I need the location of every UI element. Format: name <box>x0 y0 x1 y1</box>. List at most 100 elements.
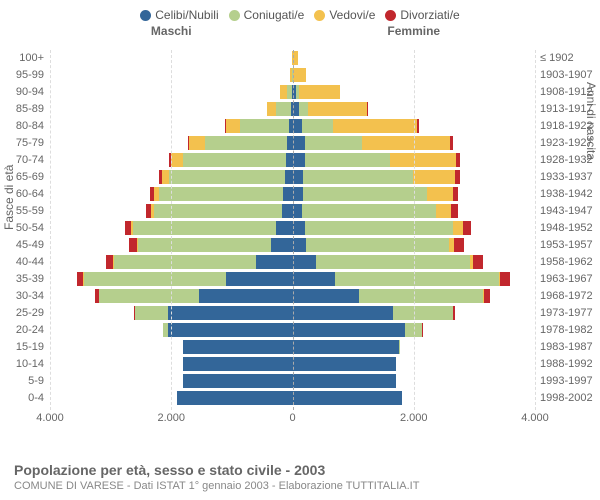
bar-segment-female <box>463 221 471 235</box>
bar-segment-male <box>267 102 276 116</box>
bar-segment-male <box>183 357 292 371</box>
age-label: 75-79 <box>0 135 48 151</box>
bar-segment-male <box>168 306 292 320</box>
x-tick-label: 2.000 <box>400 412 428 424</box>
bar-segment-male <box>131 221 133 235</box>
bar-segment-female <box>299 85 340 99</box>
bar-segment-female <box>453 306 455 320</box>
bar-segment-female <box>500 272 509 286</box>
bar-segment-female <box>393 306 454 320</box>
bar-segment-male <box>106 255 113 269</box>
pyramid-chart: Celibi/NubiliConiugati/eVedovi/eDivorzia… <box>0 0 600 500</box>
bar-segment-male <box>189 136 205 150</box>
bar-segment-male <box>163 323 168 337</box>
bar-segment-male <box>135 306 168 320</box>
bar-segment-male <box>159 187 283 201</box>
y-axis-right-title: Anni di nascita <box>584 82 598 160</box>
legend-swatch <box>229 10 240 21</box>
age-label: 0-4 <box>0 390 48 406</box>
gender-headers: Maschi Femmine <box>0 24 600 38</box>
birth-label: 1958-1962 <box>538 254 600 270</box>
age-label: 85-89 <box>0 101 48 117</box>
gridline <box>171 50 172 410</box>
legend-item: Vedovi/e <box>314 8 375 22</box>
bar-segment-male <box>138 238 271 252</box>
age-label: 35-39 <box>0 271 48 287</box>
bar-segment-male <box>162 170 169 184</box>
legend-item: Divorziati/e <box>385 8 459 22</box>
birth-label: 1903-1907 <box>538 67 600 83</box>
bar-segment-female <box>293 68 306 82</box>
y-axis-left-title: Fasce di età <box>2 165 16 230</box>
bar-segment-male <box>134 306 135 320</box>
bar-segment-male <box>137 238 138 252</box>
bar-segment-female <box>305 136 363 150</box>
bar-segment-male <box>282 204 293 218</box>
bar-segment-female <box>293 340 399 354</box>
bar-segment-male <box>183 153 286 167</box>
birth-label: 1983-1987 <box>538 339 600 355</box>
legend-item: Celibi/Nubili <box>140 8 218 22</box>
x-tick-label: 4.000 <box>521 412 549 424</box>
bar-segment-female <box>450 136 452 150</box>
legend-swatch <box>385 10 396 21</box>
bar-segment-male <box>154 187 159 201</box>
bar-segment-male <box>226 272 293 286</box>
bar-segment-female <box>413 170 455 184</box>
chart-title: Popolazione per età, sesso e stato civil… <box>14 462 590 478</box>
bar-segment-female <box>399 340 400 354</box>
bar-segment-female <box>306 238 448 252</box>
bar-segment-female <box>417 119 419 133</box>
bar-segment-male <box>146 204 151 218</box>
bar-segment-male <box>150 187 154 201</box>
bar-segment-male <box>280 85 287 99</box>
age-label: 10-14 <box>0 356 48 372</box>
bar-segment-male <box>151 204 154 218</box>
birth-label: 1998-2002 <box>538 390 600 406</box>
bar-segment-male <box>113 255 114 269</box>
bar-segment-female <box>484 289 489 303</box>
x-tick-label: 2.000 <box>157 412 185 424</box>
bar-segment-male <box>290 68 292 82</box>
age-label: 20-24 <box>0 322 48 338</box>
bar-segment-female <box>427 187 452 201</box>
birth-label: 1973-1977 <box>538 305 600 321</box>
bar-segment-female <box>362 136 450 150</box>
birth-label: 1953-1957 <box>538 237 600 253</box>
gridline <box>50 50 51 410</box>
legend-label: Vedovi/e <box>329 8 375 22</box>
bar-segment-male <box>168 323 292 337</box>
bar-segment-male <box>285 170 293 184</box>
bar-segment-male <box>169 170 284 184</box>
birth-label: 1963-1967 <box>538 271 600 287</box>
age-label: 30-34 <box>0 288 48 304</box>
birth-label: 1988-1992 <box>538 356 600 372</box>
birth-label: 1938-1942 <box>538 186 600 202</box>
birth-label: 1943-1947 <box>538 203 600 219</box>
bar-segment-male <box>171 153 183 167</box>
header-male: Maschi <box>0 24 293 38</box>
birth-label: 1968-1972 <box>538 288 600 304</box>
bar-segment-female <box>390 153 457 167</box>
bar-segment-female <box>293 255 316 269</box>
bar-segment-female <box>293 272 335 286</box>
bar-segment-male <box>83 272 225 286</box>
gridline <box>535 50 536 410</box>
legend: Celibi/NubiliConiugati/eVedovi/eDivorzia… <box>0 0 600 24</box>
birth-label: 1933-1937 <box>538 169 600 185</box>
bar-segment-male <box>183 340 292 354</box>
bar-segment-male <box>159 170 162 184</box>
bar-segment-female <box>453 221 463 235</box>
bar-segment-female <box>293 323 405 337</box>
age-label: 95-99 <box>0 67 48 83</box>
caption: Popolazione per età, sesso e stato civil… <box>14 462 590 492</box>
bar-segment-female <box>293 391 402 405</box>
bar-segment-male <box>225 119 226 133</box>
bar-segment-female <box>456 153 460 167</box>
bar-segment-female <box>305 153 390 167</box>
bar-segment-female <box>303 187 427 201</box>
bar-segment-female <box>293 238 307 252</box>
bar-segment-male <box>77 272 83 286</box>
bar-segment-female <box>454 238 464 252</box>
header-female: Femmine <box>293 24 600 38</box>
